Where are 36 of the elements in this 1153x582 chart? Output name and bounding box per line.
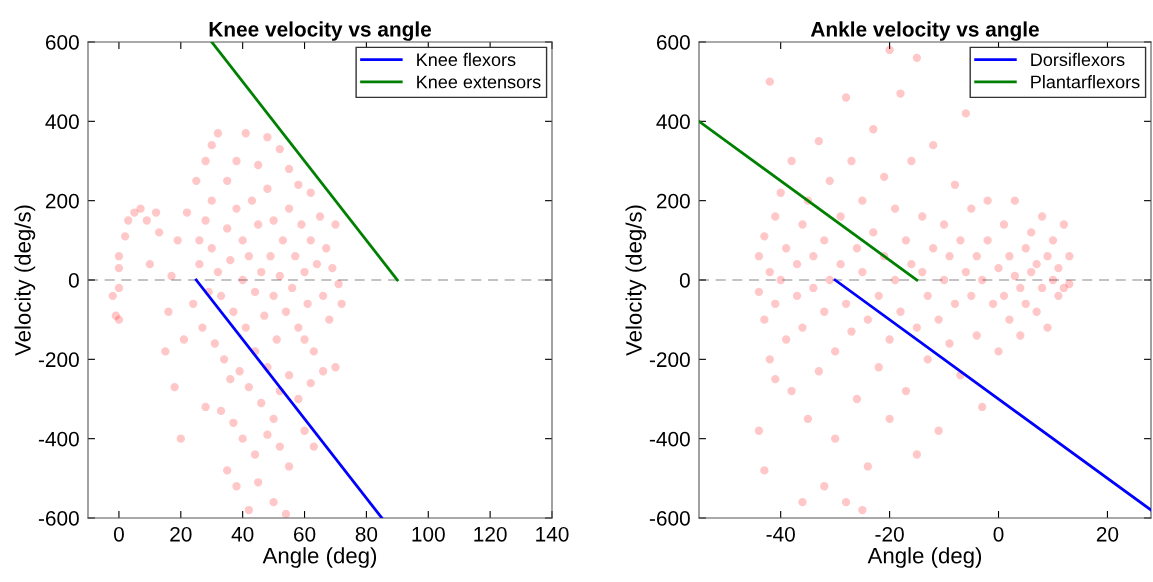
x-tick-label: 120 [474, 526, 507, 542]
x-tick-label: 100 [412, 526, 445, 542]
y-tick-label: 0 [68, 273, 79, 288]
x-tick-label: -40 [766, 526, 795, 542]
x-tick-label: 0 [113, 526, 124, 542]
y-axis-title: Velocity (deg/s) [625, 205, 647, 356]
x-axis-title: Angle (deg) [262, 547, 377, 568]
legend-label: Knee extensors [417, 75, 541, 89]
y-tick-label: 200 [45, 193, 79, 209]
y-tick-label: 600 [45, 35, 79, 50]
x-axis-title: Angle (deg) [867, 547, 982, 568]
legend-label: Plantarflexors [1031, 75, 1140, 89]
x-tick-label: 0 [993, 526, 1004, 542]
y-tick-label: -600 [38, 511, 79, 526]
chart-title: Knee velocity vs angle [209, 21, 432, 41]
y-axis-title: Velocity (deg/s) [14, 205, 36, 356]
x-tick-label: -20 [875, 526, 904, 542]
y-tick-label: 600 [656, 35, 690, 50]
y-tick-label: 400 [45, 114, 79, 130]
y-tick-label: -200 [38, 352, 79, 368]
x-tick-label: 80 [355, 526, 378, 542]
x-tick-label: 40 [231, 526, 254, 542]
chart-title: Ankle velocity vs angle [810, 21, 1039, 41]
y-tick-label: 0 [679, 273, 690, 288]
y-tick-label: -200 [649, 352, 690, 368]
y-tick-label: -400 [38, 431, 79, 447]
x-tick-label: 20 [1096, 526, 1119, 542]
y-tick-label: -400 [649, 431, 690, 447]
y-tick-label: 400 [656, 114, 690, 130]
x-tick-label: 20 [170, 526, 192, 542]
y-tick-label: 200 [656, 193, 690, 209]
legend-label: Dorsiflexors [1031, 52, 1125, 67]
x-tick-label: 140 [536, 526, 569, 542]
y-tick-label: -600 [649, 511, 690, 526]
x-tick-label: 60 [294, 526, 316, 542]
legend-label: Knee flexors [417, 52, 516, 67]
